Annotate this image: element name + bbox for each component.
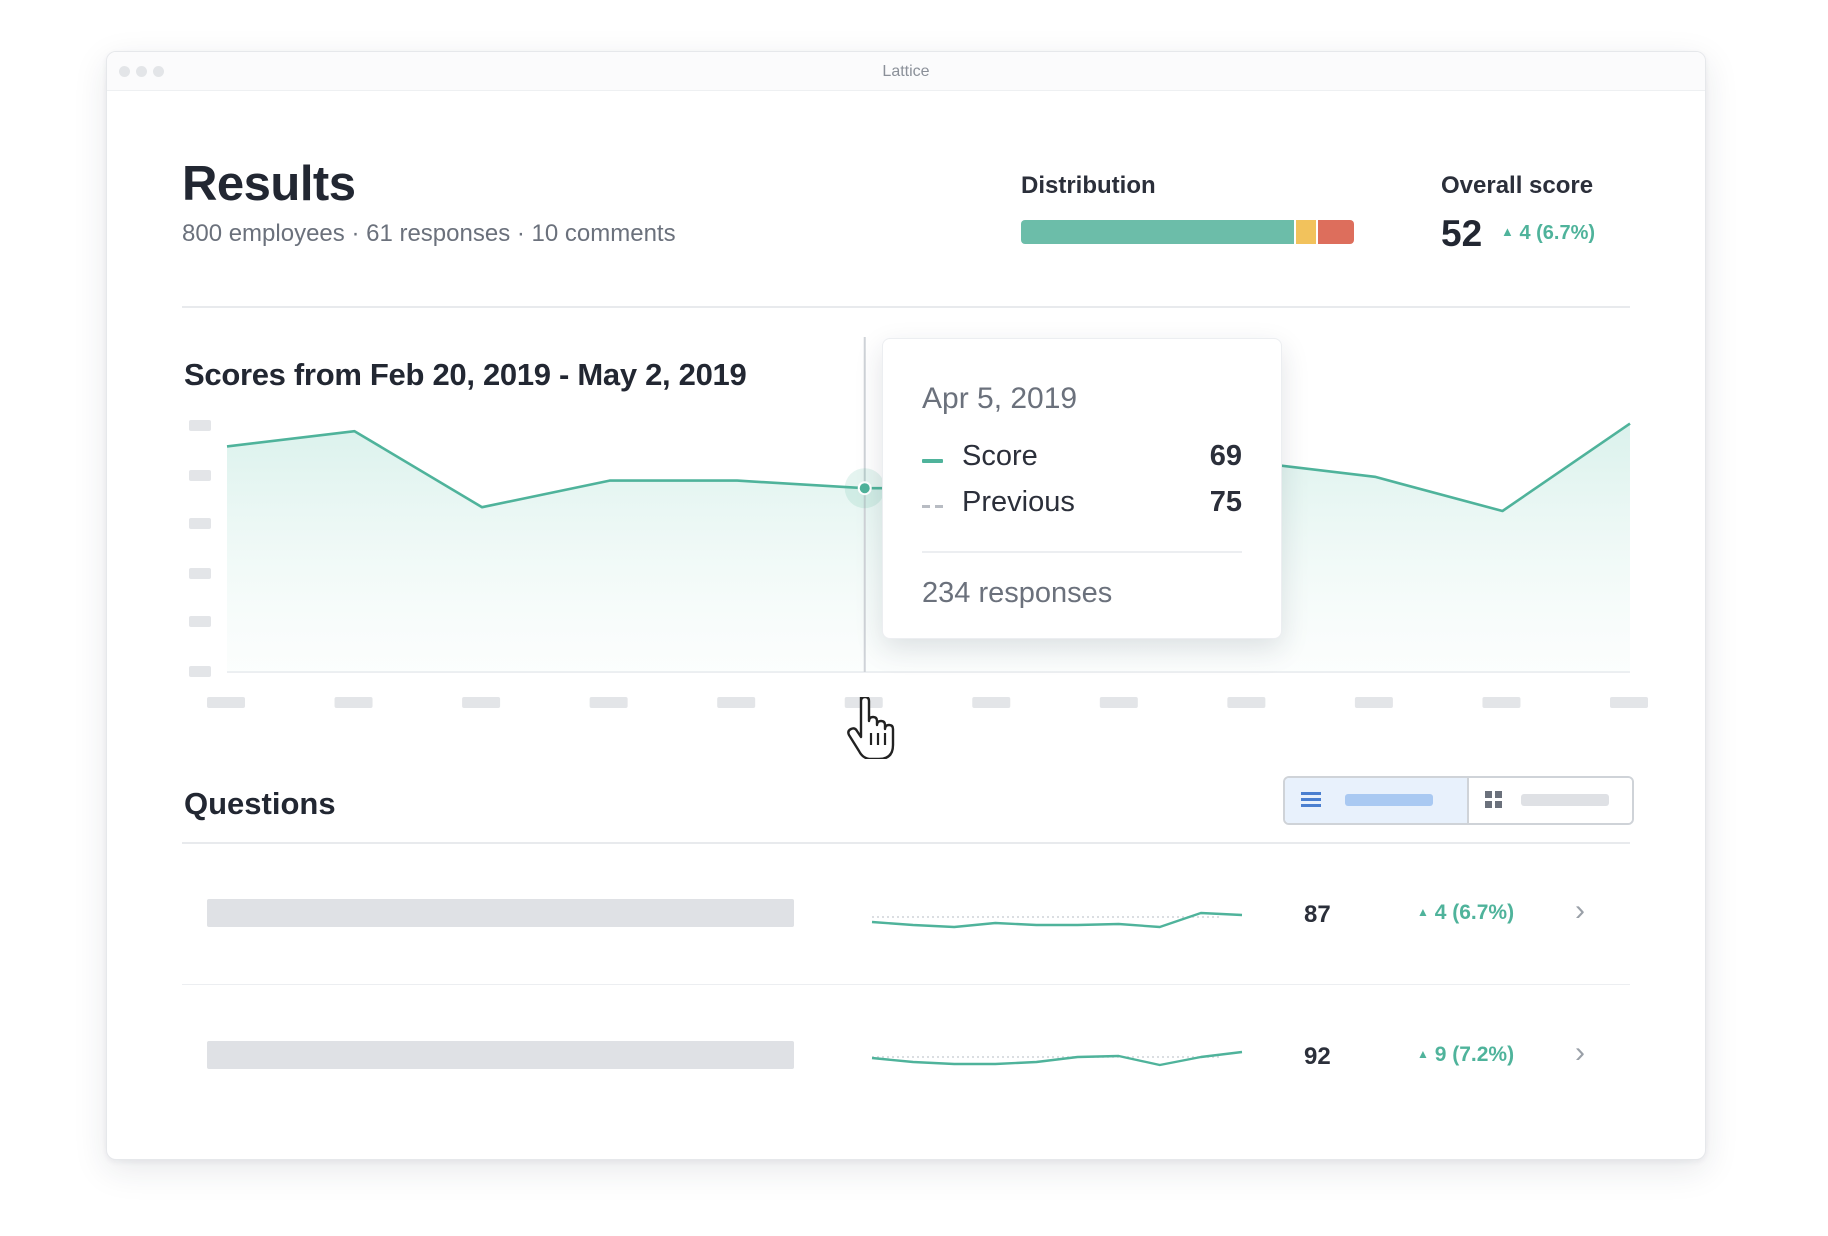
questions-title: Questions	[184, 786, 336, 821]
questions-divider	[182, 842, 1630, 844]
question-delta-text: 9 (7.2%)	[1434, 1043, 1515, 1066]
tooltip-previous-label: Previous	[962, 486, 1075, 518]
tooltip-date: Apr 5, 2019	[922, 382, 1078, 415]
question-text-placeholder	[207, 1041, 794, 1069]
tooltip-score-value: 69	[1209, 440, 1242, 472]
y-axis-tick-label	[189, 568, 211, 579]
tooltip-responses: 234 responses	[922, 577, 1113, 609]
page-title: Results	[182, 157, 356, 211]
overall-score-delta: ▲ 4 (6.7%)	[1501, 222, 1595, 245]
sparkline-line	[871, 1050, 1243, 1067]
x-axis-tick-label	[1610, 697, 1648, 708]
window-maximize-button[interactable]	[153, 66, 164, 77]
window-title: Lattice	[882, 63, 930, 80]
tooltip-previous-value: 75	[1209, 486, 1242, 518]
distribution-segment	[1021, 220, 1295, 244]
x-axis-tick-label	[972, 697, 1011, 708]
list-view-label-placeholder	[1345, 794, 1433, 806]
question-trend-sparkline	[871, 1050, 1243, 1067]
sparkline-line	[871, 911, 1243, 929]
tooltip-score-label: Score	[962, 440, 1038, 472]
x-axis-tick-label	[589, 697, 628, 708]
page-subtitle: 800 employees · 61 responses · 10 commen…	[182, 220, 676, 247]
question-trend-sparkline	[871, 911, 1243, 929]
grid-icon	[1485, 791, 1502, 808]
app-window: Lattice Results 800 employees · 61 respo…	[106, 51, 1706, 1160]
x-axis-tick-label	[462, 697, 501, 708]
title-bar: Lattice	[107, 52, 1705, 91]
x-axis-tick-label	[334, 697, 373, 708]
grid-view-label-placeholder	[1521, 794, 1609, 806]
x-axis-tick-label	[1099, 697, 1138, 708]
distribution-segment	[1294, 220, 1316, 244]
chevron-right-icon[interactable]: ›	[1575, 894, 1585, 927]
question-delta-text: 4 (6.7%)	[1434, 901, 1515, 924]
question-text-placeholder	[207, 899, 794, 927]
y-axis-tick-label	[189, 420, 211, 431]
header-divider	[182, 306, 1630, 308]
chart-tooltip: Apr 5, 2019 Score 69 Previous 75 234 res…	[882, 338, 1282, 639]
list-icon	[1301, 792, 1321, 807]
chevron-right-icon[interactable]: ›	[1575, 1036, 1585, 1069]
x-axis-tick-label	[207, 697, 245, 708]
distribution-segment	[1315, 220, 1354, 244]
window-close-button[interactable]	[119, 66, 130, 77]
x-axis-tick-label	[1227, 697, 1266, 708]
previous-legend-icon	[922, 505, 930, 508]
distribution-bar	[1021, 220, 1354, 244]
y-axis-tick-label	[189, 616, 211, 627]
grid-view-button[interactable]	[1469, 778, 1632, 823]
question-delta: ▲ 4 (6.7%)	[1417, 901, 1514, 925]
overall-delta-text: 4 (6.7%)	[1519, 222, 1596, 244]
list-view-button[interactable]	[1285, 778, 1469, 823]
question-delta: ▲ 9 (7.2%)	[1417, 1043, 1514, 1067]
previous-legend-icon-dash	[935, 505, 943, 508]
trend-up-icon: ▲	[1417, 905, 1429, 919]
x-axis-tick-label	[1354, 697, 1393, 708]
view-toggle	[1283, 776, 1634, 825]
tooltip-divider	[922, 551, 1242, 553]
x-axis-tick-label	[1482, 697, 1521, 708]
chart-title: Scores from Feb 20, 2019 - May 2, 2019	[184, 357, 747, 392]
overall-score-label: Overall score	[1441, 172, 1594, 199]
overall-score-value: 52	[1441, 213, 1483, 254]
distribution-label: Distribution	[1021, 172, 1156, 199]
score-legend-icon	[922, 459, 943, 463]
trend-up-icon: ▲	[1417, 1047, 1429, 1061]
y-axis-tick-label	[189, 470, 211, 481]
y-axis-tick-label	[189, 666, 211, 677]
question-score: 87	[1304, 901, 1331, 928]
hand-cursor-icon	[847, 697, 895, 759]
y-axis-tick-label	[189, 518, 211, 529]
hover-point	[857, 481, 872, 496]
row-divider	[182, 984, 1630, 985]
question-score: 92	[1304, 1043, 1331, 1070]
x-axis-tick-label	[717, 697, 756, 708]
trend-up-icon: ▲	[1501, 224, 1514, 239]
window-minimize-button[interactable]	[136, 66, 147, 77]
